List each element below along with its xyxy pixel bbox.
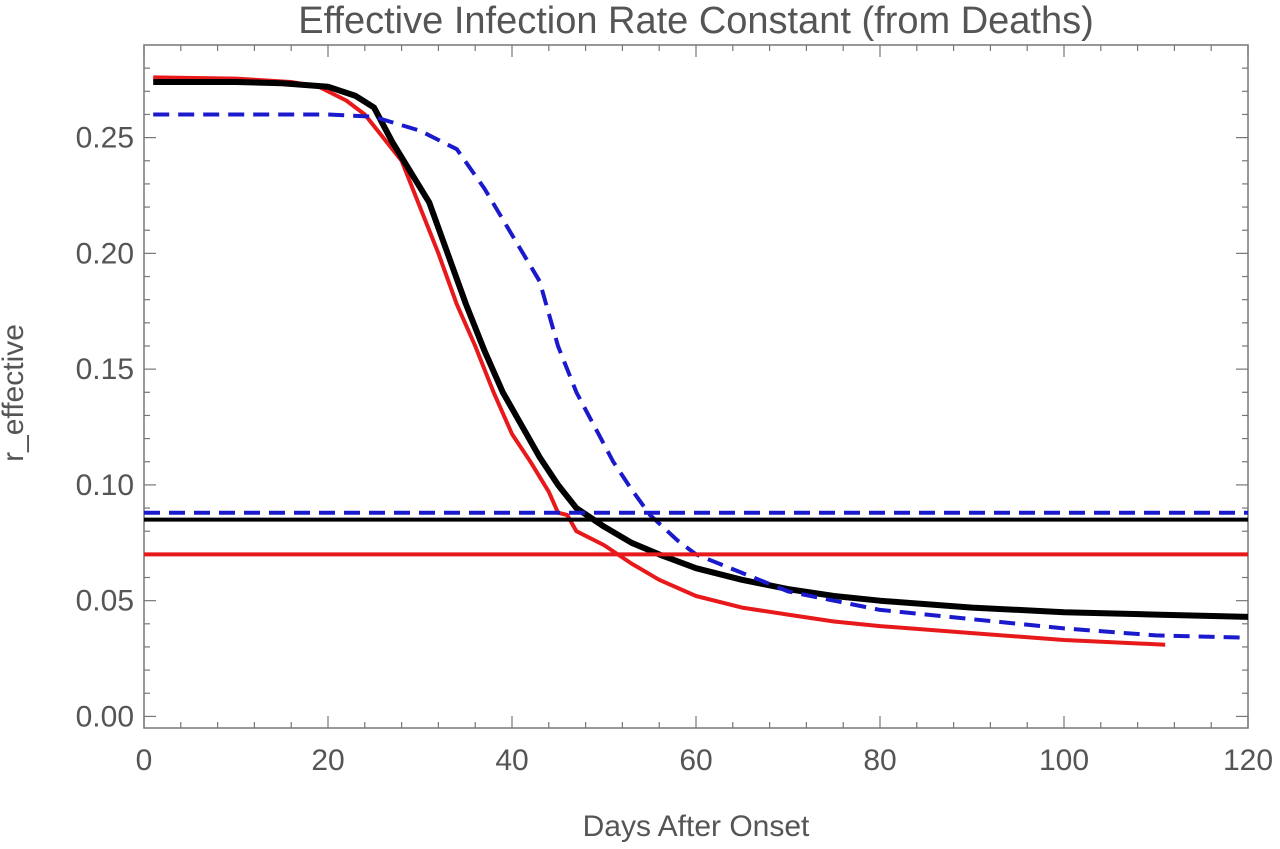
x-tick-label: 120 <box>1223 744 1273 777</box>
y-tick-label: 0.05 <box>76 585 134 618</box>
y-tick-label: 0.00 <box>76 700 134 733</box>
y-tick-label: 0.10 <box>76 469 134 502</box>
x-axis-label: Days After Onset <box>582 810 810 843</box>
chart-title: Effective Infection Rate Constant (from … <box>298 0 1094 42</box>
x-tick-label: 20 <box>311 744 344 777</box>
plot-frame <box>143 44 1249 729</box>
y-tick-label: 0.25 <box>76 122 134 155</box>
y-tick-label: 0.20 <box>76 237 134 270</box>
series-line-1 <box>153 75 1166 647</box>
x-tick-label: 0 <box>136 744 153 777</box>
x-tick-label: 80 <box>863 744 896 777</box>
x-tick-label: 60 <box>679 744 712 777</box>
y-tick-label: 0.15 <box>76 353 134 386</box>
x-tick-label: 100 <box>1039 744 1089 777</box>
x-tick-label: 40 <box>495 744 528 777</box>
series-line-2 <box>153 79 1248 620</box>
series-line-3 <box>153 112 1248 640</box>
